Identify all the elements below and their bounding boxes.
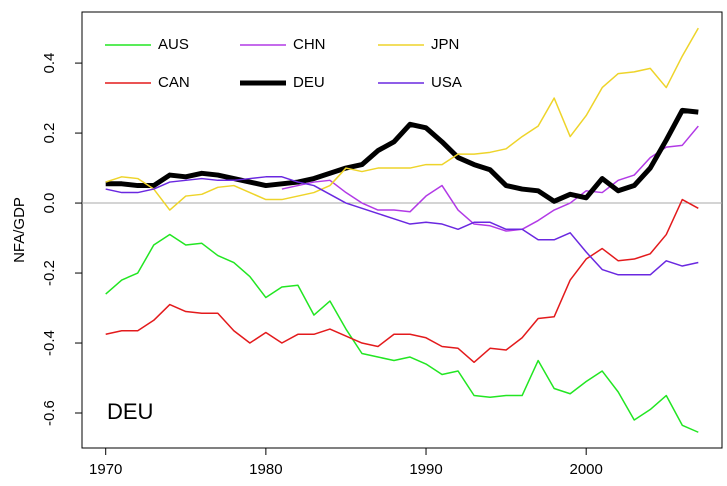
y-tick-label: -0.2: [41, 260, 58, 286]
y-tick-label: -0.6: [41, 400, 58, 426]
x-tick-label: 2000: [569, 461, 602, 478]
y-tick-label: 0.4: [41, 53, 58, 74]
series-line: [105, 27, 699, 211]
y-axis-label: NFA/GDP: [11, 197, 28, 263]
legend-label: CAN: [158, 74, 190, 91]
annotation: DEU: [107, 399, 153, 424]
x-tick-label: 1980: [249, 461, 282, 478]
legend-label: DEU: [293, 74, 325, 91]
legend-label: CHN: [293, 36, 326, 53]
y-tick-label: -0.4: [41, 330, 58, 356]
series-line: [281, 125, 699, 232]
x-tick-label: 1990: [409, 461, 442, 478]
series-line: [105, 176, 699, 276]
plot-frame: [81, 11, 723, 449]
x-tick-label: 1970: [89, 461, 122, 478]
y-tick-label: 0.0: [41, 193, 58, 214]
series-line: [105, 198, 699, 364]
series-line: [105, 107, 699, 204]
legend-label: JPN: [431, 36, 459, 53]
series-line: [105, 233, 699, 433]
y-tick-label: 0.2: [41, 123, 58, 144]
legend-label: USA: [431, 74, 462, 91]
legend-label: AUS: [158, 36, 189, 53]
